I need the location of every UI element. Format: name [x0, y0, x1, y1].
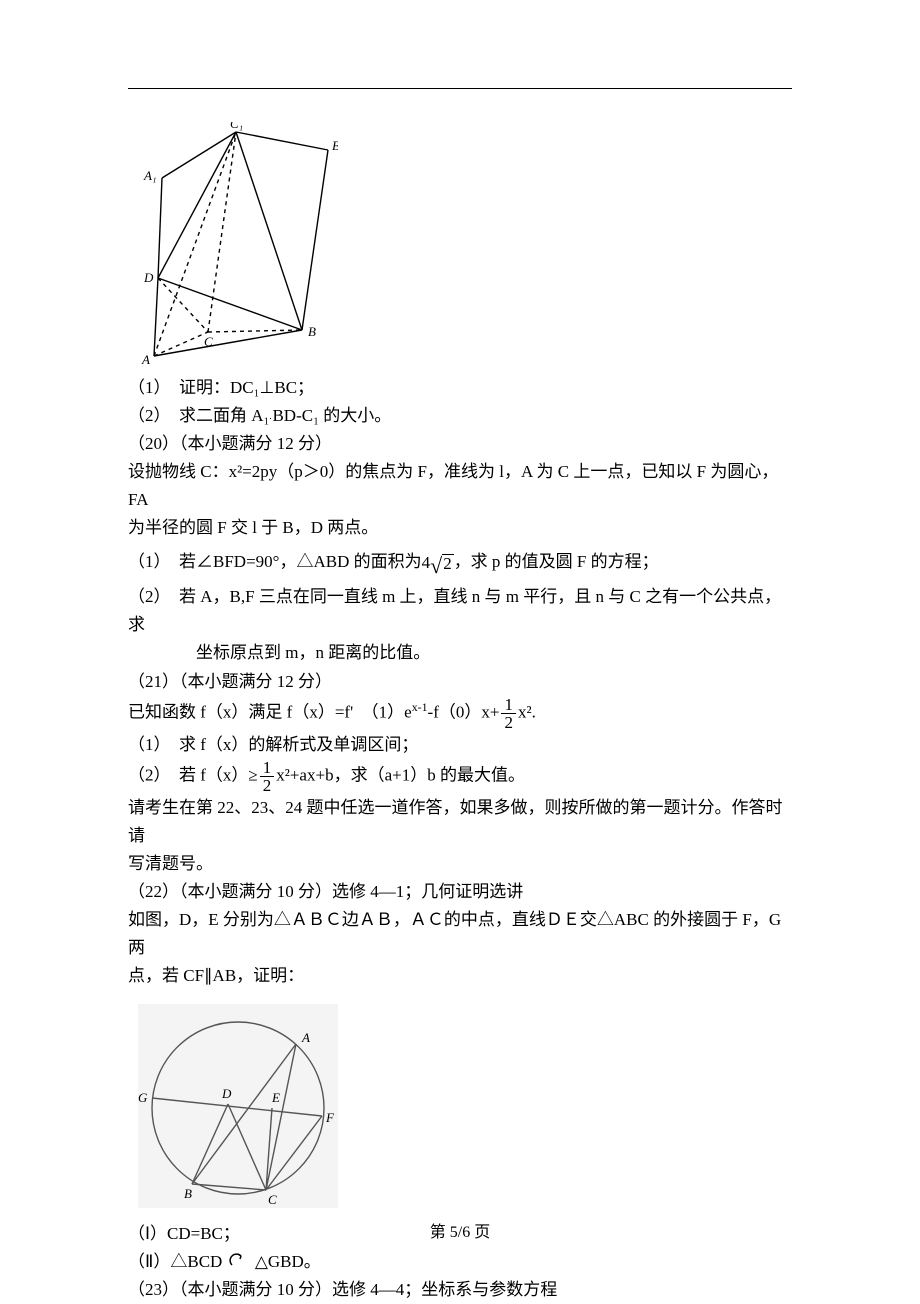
q22-l1: 如图，D，E 分别为△ＡＢＣ边ＡＢ，ＡＣ的中点，直线ＤＥ交△ABC 的外接圆于 …	[128, 906, 792, 962]
q20-sub1-text-b: ，求 p 的值及圆 F 的方程；	[454, 552, 659, 571]
svg-text:F: F	[325, 1110, 335, 1125]
q21-l1-c: x².	[518, 702, 536, 721]
frac-half-2: 12	[260, 759, 275, 794]
similar-icon	[229, 1253, 249, 1269]
q21-sub2-a: （2） 若 f（x）≥	[128, 765, 258, 784]
q19-sub2: （2） 求二面角 A₁BD-C₁ 的大小。	[128, 402, 792, 430]
q21-head: （21）（本小题满分 12 分）	[128, 668, 792, 696]
svg-text:E: E	[271, 1090, 280, 1105]
q19-sub2-text-a: （2） 求二面角 A₁	[128, 406, 269, 425]
figure-prism: A B C D A₁ B₁ C₁	[138, 122, 338, 368]
top-rule	[128, 88, 792, 89]
page-footer: 第 5/6 页	[0, 1220, 920, 1246]
q20-sub1-text-a: （1） 若∠BFD=90°，△ABD 的面积为	[128, 552, 422, 571]
q21-line1: 已知函数 f（x）满足 f（x）=f' （1）ex-1-f（0）x+12x².	[128, 696, 792, 731]
q22-sub2-b: △GBD。	[255, 1252, 321, 1271]
q21-sub2: （2） 若 f（x）≥12x²+ax+b，求（a+1）b 的最大值。	[128, 759, 792, 794]
q20-sub2b: 坐标原点到 m，n 距离的比值。	[128, 639, 792, 667]
q22-sub2-a: （Ⅱ）△BCD	[128, 1252, 222, 1271]
q22-sub2: （Ⅱ）△BCD △GBD。	[128, 1248, 792, 1276]
q21-l1-b: -f（0）x+	[428, 702, 500, 721]
q22-intro2: 写清题号。	[128, 850, 792, 878]
sqrt-coef: 4	[422, 549, 431, 577]
svg-text:B₁: B₁	[332, 138, 338, 153]
svg-text:D: D	[221, 1086, 232, 1101]
q19-sub2-text-b: BD-C₁ 的大小。	[272, 406, 391, 425]
q22-intro1: 请考生在第 22、23、24 题中任选一道作答，如果多做，则按所做的第一题计分。…	[128, 794, 792, 850]
svg-text:B: B	[308, 324, 316, 339]
q22-head: （22）（本小题满分 10 分）选修 4—1；几何证明选讲	[128, 878, 792, 906]
svg-text:C: C	[204, 334, 213, 349]
q21-sub1: （1） 求 f（x）的解析式及单调区间；	[128, 731, 792, 759]
q19-sub1: （1） 证明：DC₁⊥BC；	[128, 374, 792, 402]
page: ABCDA₁B₁C₁ （1） 证明：DC₁⊥BC； （2） 求二面角 A₁BD-…	[0, 0, 920, 1302]
q20-sub2a: （2） 若 A，B,F 三点在同一直线 m 上，直线 n 与 m 平行，且 n …	[128, 583, 792, 639]
svg-text:A: A	[141, 352, 150, 367]
q21-l1-a: 已知函数 f（x）满足 f（x）=f' （1）e	[128, 702, 412, 721]
svg-text:B: B	[184, 1186, 192, 1201]
svg-text:C₁: C₁	[230, 122, 243, 131]
q20-head: （20）（本小题满分 12 分）	[128, 430, 792, 458]
svg-text:A₁: A₁	[143, 168, 156, 183]
q23-head: （23）（本小题满分 10 分）选修 4—4；坐标系与参数方程	[128, 1276, 792, 1304]
q20-line2: 为半径的圆 F 交 l 于 B，D 两点。	[128, 514, 792, 542]
svg-text:C: C	[268, 1192, 277, 1207]
content-block: ABCDA₁B₁C₁ （1） 证明：DC₁⊥BC； （2） 求二面角 A₁BD-…	[128, 118, 792, 1304]
svg-text:A: A	[301, 1030, 310, 1045]
sqrt-radicand: 2	[442, 554, 454, 574]
svg-text:D: D	[143, 270, 154, 285]
frac-half-1: 12	[501, 696, 516, 731]
figure-circumcircle: A B C D E F G	[138, 1004, 338, 1208]
q20-sub1: （1） 若∠BFD=90°，△ABD 的面积为 4 √2 ，求 p 的值及圆 F…	[128, 548, 792, 577]
q21-sub2-b: x²+ax+b，求（a+1）b 的最大值。	[276, 765, 525, 784]
q22-l2: 点，若 CF∥AB，证明：	[128, 962, 792, 990]
expr-4sqrt2: 4 √2	[422, 549, 454, 577]
q20-line1: 设抛物线 C：x²=2py（p＞0）的焦点为 F，准线为 l，A 为 C 上一点…	[128, 458, 792, 514]
svg-text:G: G	[138, 1090, 148, 1105]
q21-l1-sup: x-1	[412, 699, 428, 713]
